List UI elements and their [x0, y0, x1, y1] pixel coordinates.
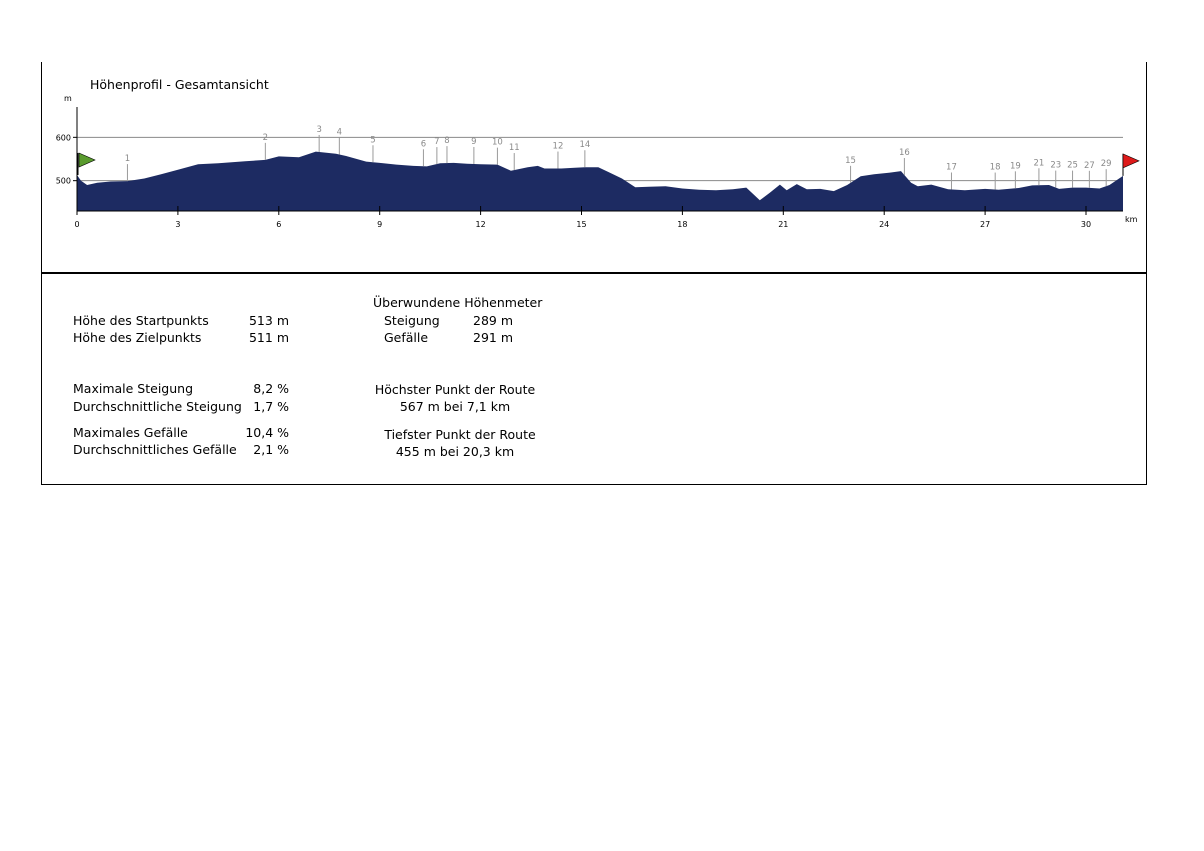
avg-descent-value: 2,1 %	[253, 442, 289, 457]
x-tick-label-30: 30	[1081, 220, 1091, 229]
ascent-value: 289 m	[473, 313, 514, 328]
waypoint-label-1: 1	[125, 154, 130, 164]
x-tick-label-18: 18	[677, 220, 687, 229]
avg-climb-value: 1,7 %	[253, 399, 289, 414]
y-tick-label-500: 500	[56, 177, 71, 186]
x-tick-label-27: 27	[980, 220, 990, 229]
waypoint-label-19: 19	[1010, 161, 1021, 171]
x-tick-label-3: 3	[175, 220, 180, 229]
waypoint-label-4: 4	[337, 128, 342, 138]
descent-label: Gefälle	[384, 330, 429, 345]
start-elevation-value: 513 m	[248, 313, 289, 328]
waypoint-label-16: 16	[899, 148, 910, 158]
elevation-profile-area	[77, 151, 1123, 211]
x-tick-label-12: 12	[476, 220, 486, 229]
chart-title: Höhenprofil - Gesamtansicht	[90, 77, 269, 92]
waypoint-label-21: 21	[1034, 158, 1045, 168]
waypoint-label-2: 2	[263, 133, 268, 143]
waypoint-label-23: 23	[1050, 161, 1061, 171]
waypoint-label-8: 8	[444, 136, 449, 146]
ascent-label: Steigung	[384, 313, 440, 328]
waypoint-label-18: 18	[990, 163, 1001, 173]
overcome-elevation-heading: Überwundene Höhenmeter	[373, 295, 543, 310]
panel-left-border	[41, 62, 42, 272]
y-tick-label-600: 600	[56, 133, 71, 142]
x-tick-label-24: 24	[879, 220, 889, 229]
max-descent-value: 10,4 %	[245, 425, 289, 440]
waypoint-label-25: 25	[1067, 161, 1078, 171]
waypoint-label-14: 14	[579, 140, 590, 150]
x-tick-label-15: 15	[576, 220, 586, 229]
waypoint-label-6: 6	[421, 139, 426, 149]
highest-point-value: 567 m bei 7,1 km	[399, 399, 511, 414]
waypoint-label-3: 3	[316, 125, 321, 135]
y-axis-unit-label: m	[64, 94, 72, 103]
waypoint-label-9: 9	[471, 137, 476, 147]
waypoint-label-10: 10	[492, 138, 503, 148]
max-climb-value: 8,2 %	[253, 381, 289, 396]
waypoint-label-17: 17	[946, 163, 957, 173]
elevation-chart-panel: Höhenprofil - Gesamtansicht m km 500 600 …	[41, 62, 1147, 272]
descent-value: 291 m	[473, 330, 514, 345]
waypoint-label-12: 12	[553, 142, 564, 152]
lowest-point-value: 455 m bei 20,3 km	[395, 444, 515, 459]
x-tick-label-9: 9	[377, 220, 382, 229]
x-tick-label-6: 6	[276, 220, 281, 229]
start-flag-icon	[78, 152, 96, 168]
max-descent-label: Maximales Gefälle	[73, 425, 188, 440]
waypoint-label-15: 15	[845, 156, 856, 166]
x-tick-label-0: 0	[74, 220, 79, 229]
elevation-profile-chart: Höhenprofil - Gesamtansicht m km 500600 …	[56, 77, 1140, 229]
end-elevation-label: Höhe des Zielpunkts	[73, 330, 202, 345]
lowest-point-heading: Tiefster Punkt der Route	[384, 427, 536, 442]
avg-climb-label: Durchschnittliche Steigung	[73, 399, 242, 414]
x-axis-unit-label: km	[1125, 215, 1138, 224]
end-elevation-value: 511 m	[248, 330, 289, 345]
end-flag-icon	[1122, 153, 1140, 169]
start-elevation-label: Höhe des Startpunkts	[73, 313, 209, 328]
max-climb-label: Maximale Steigung	[73, 381, 194, 396]
avg-descent-label: Durchschnittliches Gefälle	[73, 442, 237, 457]
route-statistics-panel: Höhe des Startpunkts 513 m Höhe des Ziel…	[41, 272, 1147, 485]
highest-point-heading: Höchster Punkt der Route	[374, 382, 536, 397]
waypoint-label-7: 7	[434, 137, 439, 147]
waypoint-label-5: 5	[370, 135, 375, 145]
waypoint-label-27: 27	[1084, 161, 1095, 171]
panel-right-border	[1146, 62, 1147, 272]
waypoint-label-29: 29	[1101, 159, 1112, 169]
x-tick-label-21: 21	[778, 220, 788, 229]
waypoint-label-11: 11	[509, 143, 520, 153]
